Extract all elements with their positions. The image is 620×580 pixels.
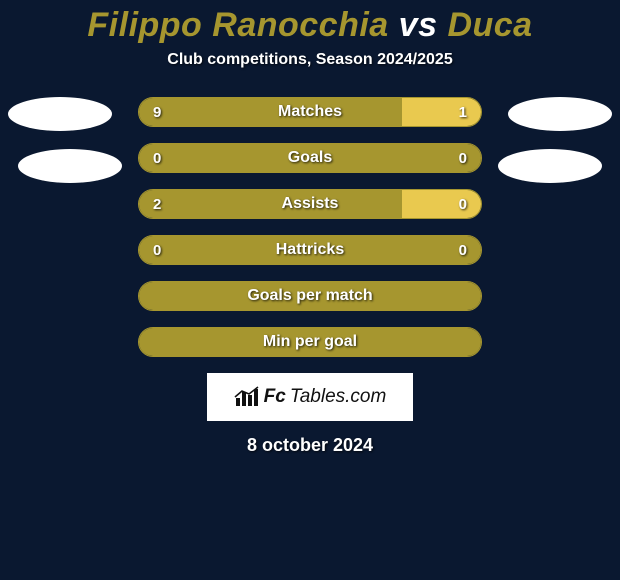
- bar-fill-right: [402, 98, 481, 126]
- bar-fill-left: [139, 328, 481, 356]
- stat-row: Min per goal: [138, 327, 482, 357]
- bar-fill-left: [139, 236, 481, 264]
- date-label: 8 october 2024: [0, 435, 620, 456]
- bar-fill-right: [402, 190, 481, 218]
- bars-logo-icon: [234, 386, 260, 408]
- player2-name: Duca: [447, 6, 532, 44]
- stat-row: Goals per match: [138, 281, 482, 311]
- vs-separator: vs: [399, 6, 438, 44]
- subtitle: Club competitions, Season 2024/2025: [0, 51, 620, 69]
- stat-row: Goals00: [138, 143, 482, 173]
- comparison-bars: Matches91 Goals00 Assists20 Hattricks00 Goal…: [138, 97, 482, 357]
- bar-fill-left: [139, 144, 481, 172]
- bar-fill-left: [139, 282, 481, 310]
- page-title: Filippo Ranocchia vs Duca: [0, 0, 620, 45]
- team-logo-left-2: [18, 149, 122, 183]
- bar-fill-left: [139, 98, 402, 126]
- team-logo-right-1: [508, 97, 612, 131]
- stat-row: Matches91: [138, 97, 482, 127]
- stat-row: Assists20: [138, 189, 482, 219]
- stat-row: Hattricks00: [138, 235, 482, 265]
- team-logo-right-2: [498, 149, 602, 183]
- player1-name: Filippo Ranocchia: [87, 6, 388, 44]
- bar-fill-left: [139, 190, 402, 218]
- team-logo-left-1: [8, 97, 112, 131]
- brand-text-fc: Fc: [264, 386, 286, 408]
- body-area: Matches91 Goals00 Assists20 Hattricks00 Goal…: [0, 97, 620, 456]
- brand-badge: FcTables.com: [207, 373, 413, 421]
- comparison-widget: Filippo Ranocchia vs Duca Club competiti…: [0, 0, 620, 580]
- brand-text-tables: Tables.com: [290, 386, 386, 408]
